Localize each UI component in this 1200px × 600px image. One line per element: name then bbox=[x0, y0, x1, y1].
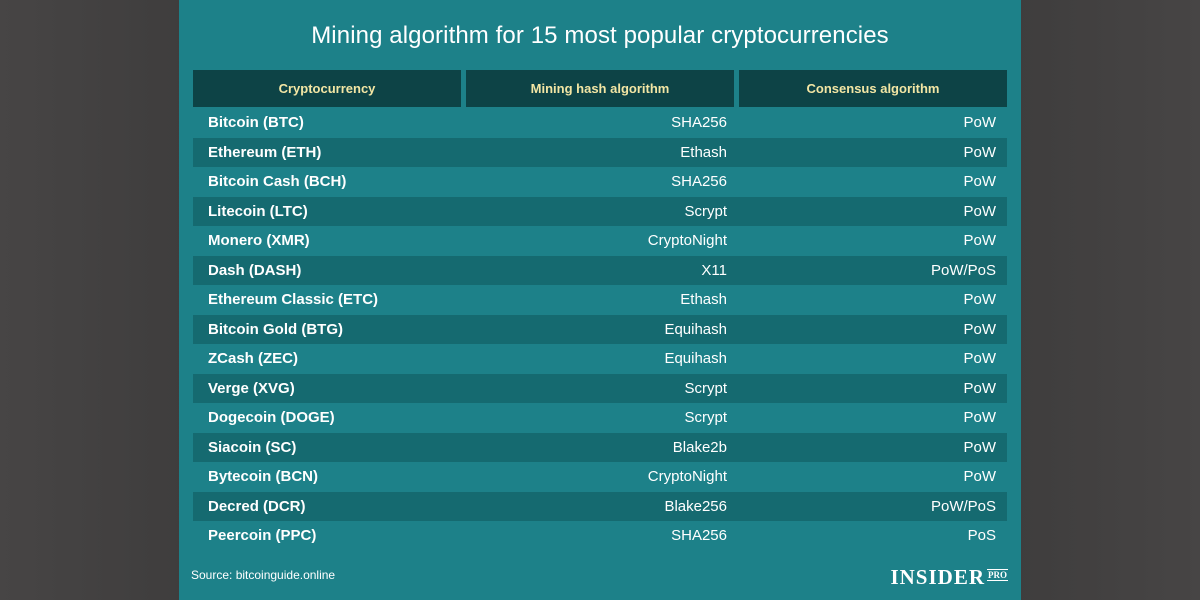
cell-mining-hash-algorithm: Blake2b bbox=[672, 438, 727, 456]
table-row: Bytecoin (BCN) CryptoNight PoW bbox=[193, 462, 1007, 492]
table-row: Monero (XMR) CryptoNight PoW bbox=[193, 226, 1007, 256]
table-body: Bitcoin (BTC) SHA256 PoW Ethereum (ETH) Etha… bbox=[193, 108, 1007, 551]
cell-consensus-algorithm: PoW bbox=[963, 320, 996, 338]
table-header: Cryptocurrency Mining hash algorithm Con… bbox=[193, 70, 1007, 107]
cell-consensus-algorithm: PoW bbox=[963, 409, 996, 426]
table-row: Peercoin (PPC) SHA256 PoS bbox=[193, 521, 1007, 551]
cell-mining-hash-algorithm: Blake256 bbox=[664, 497, 727, 515]
cell-cryptocurrency: Ethereum Classic (ETC) bbox=[208, 291, 379, 308]
cell-cryptocurrency: ZCash (ZEC) bbox=[208, 350, 298, 367]
cell-cryptocurrency: Decred (DCR) bbox=[208, 497, 306, 515]
cell-cryptocurrency: Bitcoin Gold (BTG) bbox=[208, 320, 343, 338]
source-note: Source: bitcoinguide.online bbox=[191, 568, 336, 582]
cell-consensus-algorithm: PoW bbox=[963, 438, 996, 456]
column-header-mining-hash-algorithm: Mining hash algorithm bbox=[466, 70, 734, 107]
cell-consensus-algorithm: PoW bbox=[963, 173, 996, 190]
cell-consensus-algorithm: PoW bbox=[963, 291, 996, 308]
cell-cryptocurrency: Bitcoin Cash (BCH) bbox=[208, 173, 347, 190]
cell-mining-hash-algorithm: Equihash bbox=[664, 350, 727, 367]
cell-cryptocurrency: Ethereum (ETH) bbox=[208, 143, 322, 161]
cell-cryptocurrency: Bytecoin (BCN) bbox=[208, 468, 319, 485]
column-header-cryptocurrency: Cryptocurrency bbox=[193, 70, 461, 107]
cell-consensus-algorithm: PoW bbox=[963, 114, 996, 131]
cell-cryptocurrency: Dogecoin (DOGE) bbox=[208, 409, 335, 426]
table-row: Verge (XVG) Scrypt PoW bbox=[193, 373, 1007, 403]
cell-cryptocurrency: Peercoin (PPC) bbox=[208, 527, 317, 544]
table-row: Bitcoin Cash (BCH) SHA256 PoW bbox=[193, 167, 1007, 197]
cell-cryptocurrency: Bitcoin (BTC) bbox=[208, 114, 304, 131]
table-row: Ethereum (ETH) Ethash PoW bbox=[193, 137, 1007, 167]
table-row: Ethereum Classic (ETC) Ethash PoW bbox=[193, 285, 1007, 315]
logo-wordmark: INSIDER bbox=[890, 565, 985, 589]
table-row: Dogecoin (DOGE) Scrypt PoW bbox=[193, 403, 1007, 433]
table-row: Litecoin (LTC) Scrypt PoW bbox=[193, 196, 1007, 226]
cell-consensus-algorithm: PoW/PoS bbox=[930, 261, 996, 279]
cell-mining-hash-algorithm: Scrypt bbox=[684, 379, 727, 397]
cell-consensus-algorithm: PoW bbox=[963, 350, 996, 367]
cell-consensus-algorithm: PoW bbox=[963, 468, 996, 485]
table-row: Siacoin (SC) Blake2b PoW bbox=[193, 432, 1007, 462]
table-row: Dash (DASH) X11 PoW/PoS bbox=[193, 255, 1007, 285]
cell-mining-hash-algorithm: Scrypt bbox=[684, 202, 727, 220]
column-header-consensus-algorithm: Consensus algorithm bbox=[739, 70, 1007, 107]
chart-card: Mining algorithm for 15 most popular cry… bbox=[179, 0, 1021, 600]
cell-consensus-algorithm: PoW bbox=[963, 232, 996, 249]
table-row: Decred (DCR) Blake256 PoW/PoS bbox=[193, 491, 1007, 521]
table-row: Bitcoin Gold (BTG) Equihash PoW bbox=[193, 314, 1007, 344]
logo-pro-badge: PRO bbox=[987, 569, 1008, 581]
cell-cryptocurrency: Litecoin (LTC) bbox=[208, 202, 308, 220]
cell-consensus-algorithm: PoW bbox=[963, 143, 996, 161]
chart-title: Mining algorithm for 15 most popular cry… bbox=[311, 22, 889, 49]
cell-mining-hash-algorithm: SHA256 bbox=[671, 527, 727, 544]
table-row: Bitcoin (BTC) SHA256 PoW bbox=[193, 108, 1007, 138]
cell-mining-hash-algorithm: Ethash bbox=[680, 143, 727, 161]
cell-mining-hash-algorithm: SHA256 bbox=[671, 173, 727, 190]
cell-cryptocurrency: Verge (XVG) bbox=[208, 379, 295, 397]
cell-mining-hash-algorithm: Equihash bbox=[664, 320, 727, 338]
table-row: ZCash (ZEC) Equihash PoW bbox=[193, 344, 1007, 374]
insider-pro-logo: INSIDER PRO bbox=[890, 565, 1008, 590]
cell-consensus-algorithm: PoW bbox=[963, 202, 996, 220]
cell-cryptocurrency: Monero (XMR) bbox=[208, 232, 310, 249]
cell-mining-hash-algorithm: X11 bbox=[701, 261, 727, 279]
cell-mining-hash-algorithm: Ethash bbox=[680, 291, 727, 308]
cell-mining-hash-algorithm: SHA256 bbox=[671, 114, 727, 131]
cell-mining-hash-algorithm: Scrypt bbox=[684, 409, 727, 426]
cell-mining-hash-algorithm: CryptoNight bbox=[647, 232, 727, 249]
cell-consensus-algorithm: PoW bbox=[963, 379, 996, 397]
cell-cryptocurrency: Siacoin (SC) bbox=[208, 438, 297, 456]
cell-mining-hash-algorithm: CryptoNight bbox=[647, 468, 727, 485]
cell-consensus-algorithm: PoW/PoS bbox=[930, 497, 996, 515]
cell-cryptocurrency: Dash (DASH) bbox=[208, 261, 302, 279]
cell-consensus-algorithm: PoS bbox=[967, 527, 996, 544]
